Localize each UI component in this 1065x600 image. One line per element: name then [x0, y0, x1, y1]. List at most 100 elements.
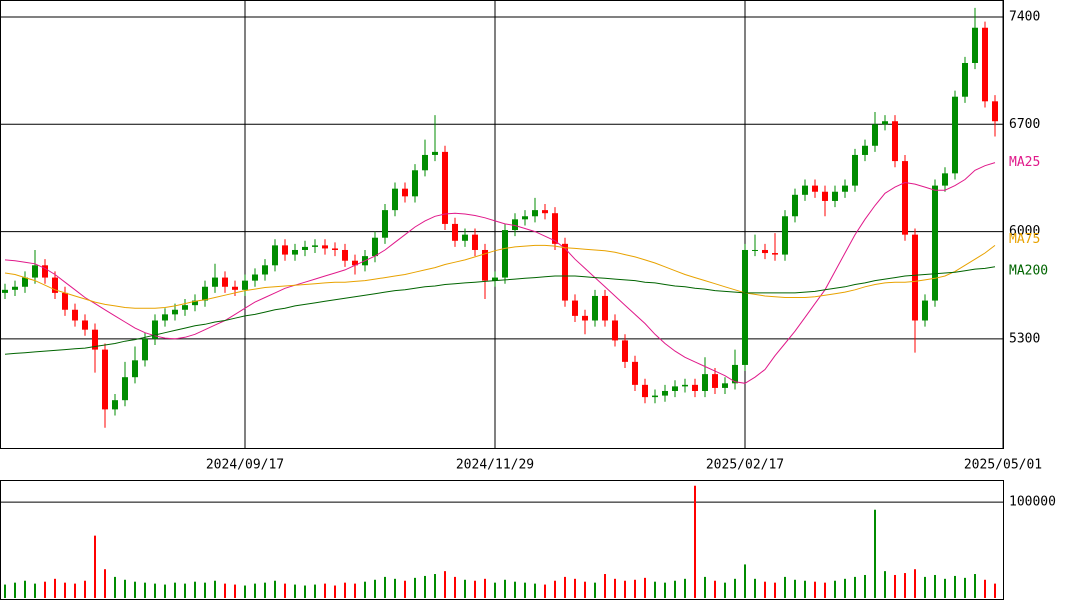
x-tick-label: 2024/11/29	[456, 458, 534, 473]
volume-bar	[424, 575, 426, 598]
y-tick-label: 6000	[1009, 224, 1040, 239]
volume-bar	[644, 577, 646, 598]
volume-bar	[174, 582, 176, 598]
candle-body	[82, 320, 88, 330]
candle-body	[512, 219, 518, 231]
volume-bar	[764, 581, 766, 598]
volume-bar	[894, 574, 896, 598]
candle-body	[902, 161, 908, 235]
volume-bar	[394, 578, 396, 598]
volume-bar	[374, 579, 376, 598]
candle-body	[852, 154, 858, 186]
volume-bar	[384, 576, 386, 598]
candle-body	[872, 124, 878, 146]
candle-body	[932, 185, 938, 301]
candle-body	[132, 360, 138, 378]
volume-bar	[4, 584, 6, 598]
candle-body	[72, 309, 78, 321]
candle-body	[842, 185, 848, 192]
labels: 5300 6000 6700 7400 2024/09/17 2024/11/29 2025…	[206, 10, 1056, 510]
volume-bar	[724, 582, 726, 598]
volume-bar	[734, 578, 736, 598]
candle-body	[862, 145, 868, 155]
candle-body	[332, 248, 338, 250]
candle-body	[882, 121, 888, 125]
candle-body	[2, 289, 8, 293]
volume-bar	[974, 574, 976, 598]
volume-bar	[354, 583, 356, 598]
volume-bar	[124, 579, 126, 598]
volume-bar	[484, 578, 486, 598]
candle-body	[382, 210, 388, 238]
candle-body	[422, 154, 428, 171]
candle-body	[782, 216, 788, 255]
moving-average-line	[4, 244, 996, 309]
candle-body	[192, 300, 198, 306]
volume-bar	[64, 582, 66, 598]
candle-body	[952, 96, 958, 174]
candle-body	[392, 188, 398, 211]
volume-bar	[564, 576, 566, 598]
candle-body	[722, 383, 728, 388]
candle-body	[42, 265, 48, 278]
volume-bar	[884, 571, 886, 598]
volume-bar	[614, 578, 616, 598]
volume-bar	[664, 582, 666, 598]
volume-bar	[834, 580, 836, 598]
volume-bar	[14, 582, 16, 598]
volume-bar	[44, 581, 46, 598]
volume-bar	[774, 582, 776, 598]
candle-body	[792, 194, 798, 217]
volume-bar	[24, 580, 26, 598]
volume-bar	[534, 583, 536, 598]
candle-body	[472, 234, 478, 250]
candle-body	[572, 300, 578, 316]
legend-label: MA75	[1009, 232, 1040, 247]
volume-bar	[714, 580, 716, 598]
candle-body	[232, 286, 238, 290]
candle-body	[522, 216, 528, 220]
volume-bar	[324, 583, 326, 598]
volume-bar	[784, 576, 786, 598]
candle-body	[602, 295, 608, 321]
candle-body	[412, 170, 418, 197]
volume-bar	[634, 579, 636, 598]
volume-bar	[924, 576, 926, 598]
candle-body	[322, 245, 328, 249]
candle-body	[972, 27, 978, 63]
candle-body	[622, 340, 628, 362]
volume-bar	[904, 573, 906, 598]
volume-bar	[434, 574, 436, 598]
candle-body	[262, 265, 268, 275]
volume-bar	[444, 571, 446, 598]
candle-body	[152, 320, 158, 339]
candle-body	[912, 234, 918, 321]
candle-body	[552, 213, 558, 244]
candle-body	[962, 62, 968, 97]
candle-body	[812, 185, 818, 192]
volume-bar	[154, 583, 156, 598]
candle-body	[432, 151, 438, 155]
candle-body	[652, 395, 658, 398]
candle-body	[32, 265, 38, 278]
x-tick-label: 2025/05/01	[964, 458, 1042, 473]
marks	[2, 7, 998, 598]
volume-bar	[104, 569, 106, 598]
volume-bar	[454, 576, 456, 598]
candle-body	[202, 286, 208, 301]
volume-bar	[844, 578, 846, 598]
volume-bar	[214, 580, 216, 598]
x-tick-label: 2025/02/17	[706, 458, 784, 473]
volume-bar	[184, 583, 186, 598]
volume-bar	[604, 574, 606, 598]
volume-bar	[54, 578, 56, 598]
volume-bar	[234, 584, 236, 598]
y-tick-label: 7400	[1009, 10, 1040, 25]
candle-body	[252, 274, 258, 281]
candle-body	[482, 249, 488, 281]
candle-body	[642, 384, 648, 398]
candle-body	[22, 277, 28, 287]
volume-bar	[574, 578, 576, 598]
candle-body	[272, 245, 278, 266]
